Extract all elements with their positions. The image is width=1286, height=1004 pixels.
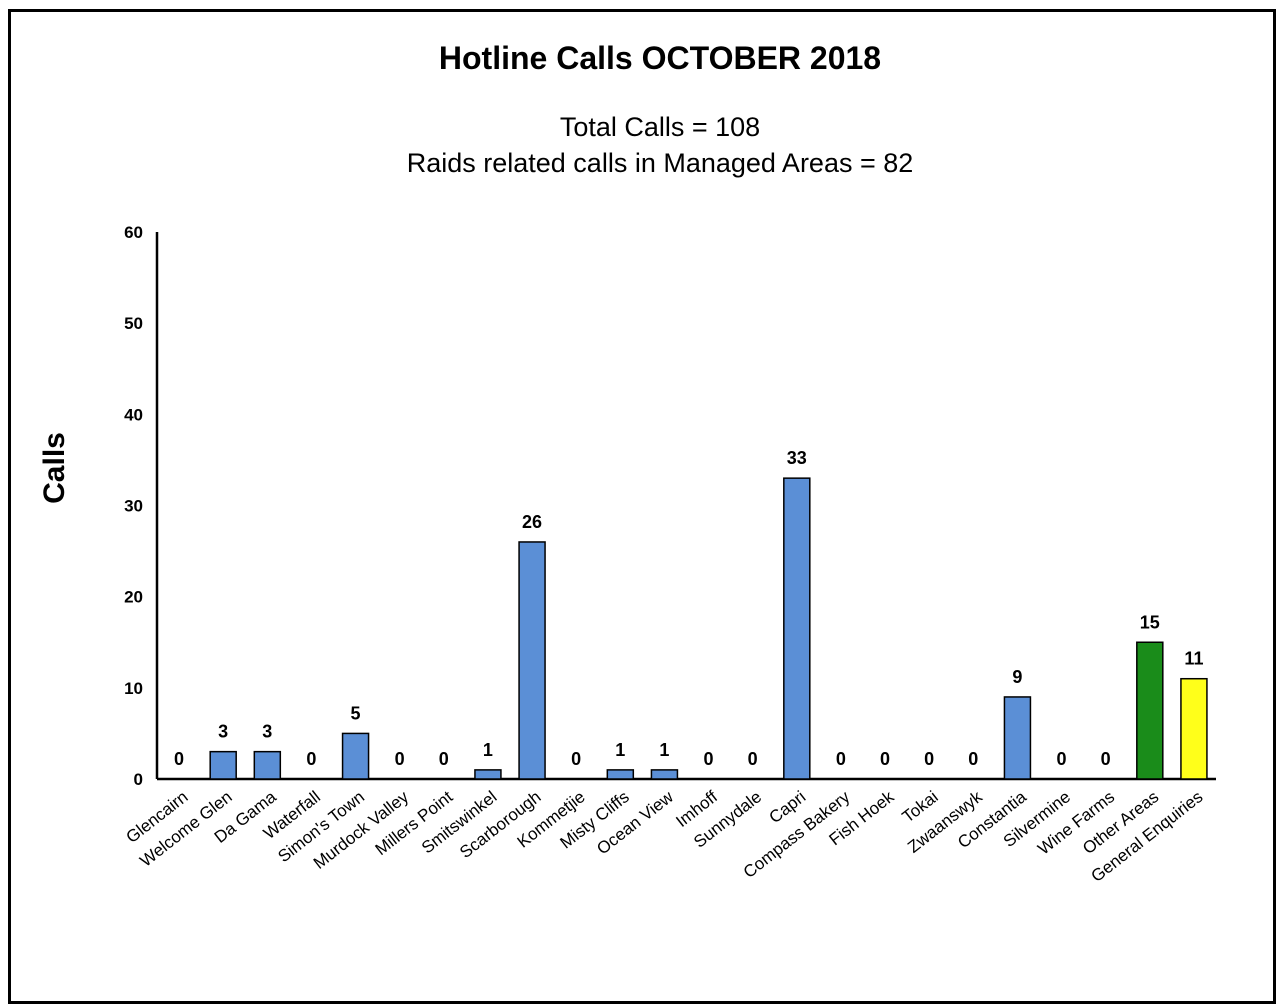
bar [1180, 677, 1208, 780]
bar-value-label: 0 [174, 749, 184, 769]
bar-value-label: 1 [659, 740, 669, 760]
bar-value-label: 33 [787, 448, 807, 468]
bars [209, 477, 1208, 780]
bar-value-label: 0 [395, 749, 405, 769]
bar-value-label: 0 [704, 749, 714, 769]
bar-value-label: 3 [262, 722, 272, 742]
y-tick-label: 50 [124, 314, 143, 333]
bar [606, 769, 635, 780]
bar-value-label: 0 [306, 749, 316, 769]
y-axis-label: Calls [38, 432, 71, 504]
bar-value-label: 15 [1140, 612, 1160, 632]
bar-value-label: 0 [836, 749, 846, 769]
bar-value-label: 0 [571, 749, 581, 769]
bar-value-label: 0 [1101, 749, 1111, 769]
bar [518, 541, 546, 780]
bar-value-label: 3 [218, 722, 228, 742]
bar-value-label: 11 [1184, 649, 1203, 669]
bar-value-label: 0 [439, 749, 449, 769]
chart-subtitle-total: Total Calls = 108 [559, 112, 761, 142]
bar [783, 477, 811, 780]
bar [1136, 641, 1164, 780]
bar-value-label: 0 [880, 749, 890, 769]
bar [209, 750, 237, 780]
y-tick-label: 40 [124, 405, 143, 424]
bar-value-label: 0 [748, 749, 758, 769]
chart-title: Hotline Calls OCTOBER 2018 [438, 40, 882, 76]
y-tick-label: 10 [124, 679, 143, 698]
bar-value-label: 0 [924, 749, 934, 769]
bar-value-label: 1 [483, 740, 493, 760]
bar [1003, 696, 1032, 780]
bar-value-label: 0 [1057, 749, 1067, 769]
bar-value-label: 5 [351, 703, 361, 723]
bar [341, 732, 370, 780]
bar-value-label: 9 [1012, 667, 1022, 687]
y-tick-label: 20 [124, 588, 143, 607]
bar [474, 769, 502, 780]
bar [253, 750, 282, 780]
bar-value-label: 26 [522, 512, 542, 532]
bar [650, 769, 679, 780]
chart-subtitle-raids: Raids related calls in Managed Areas = 8… [406, 148, 914, 178]
y-tick-label: 60 [124, 223, 143, 242]
bar-value-label: 0 [968, 749, 978, 769]
bar-value-label: 1 [615, 740, 625, 760]
y-tick-label: 30 [124, 497, 143, 516]
y-tick-label: 0 [134, 770, 143, 789]
